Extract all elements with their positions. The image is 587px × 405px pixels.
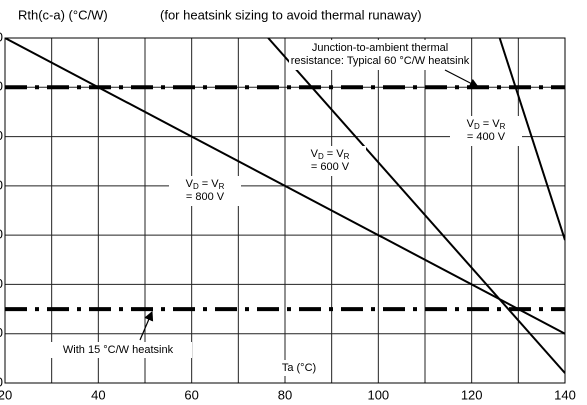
x-tick-label: 20 (0, 387, 12, 402)
annotation: VD = VR (186, 178, 225, 191)
y-tick-label: 40 (0, 177, 3, 192)
annotation: VD = VR (311, 148, 350, 161)
arrow (444, 69, 480, 88)
curve (267, 38, 565, 374)
plot-frame (4, 37, 566, 384)
x-axis-label: Ta (°C) (282, 362, 316, 374)
y-tick-label: 50 (0, 128, 3, 143)
annotation: = 800 V (186, 191, 225, 203)
annotation-part: R (344, 152, 350, 161)
x-tick-label: 140 (554, 387, 576, 402)
x-tick-label: 80 (278, 387, 292, 402)
annotation: With 15 °C/W heatsink (63, 344, 174, 356)
annotation: = 400 V (467, 131, 506, 143)
y-tick-label: 0 (0, 374, 3, 389)
annotation-part: = V (480, 118, 501, 130)
annotation-part: V (467, 118, 475, 130)
x-tick-label: 120 (461, 387, 483, 402)
annotation-part: D (474, 122, 480, 131)
label-bg (289, 40, 471, 70)
label-bg (268, 360, 330, 376)
annotation: = 600 V (311, 161, 350, 173)
annotation: Junction-to-ambient thermal (312, 42, 448, 54)
annotation-part: D (193, 182, 199, 191)
y-tick-label: 60 (0, 79, 3, 94)
x-tick-label: 40 (91, 387, 105, 402)
annotation: resistance: Typical 60 °C/W heatsink (291, 55, 470, 67)
annotation: VD = VR (467, 118, 506, 131)
label-bg (169, 176, 241, 206)
y-tick-label: 70 (0, 29, 3, 44)
arrow (139, 310, 154, 341)
annotation-part: V (311, 148, 319, 160)
x-tick-label: 60 (184, 387, 198, 402)
annotation-part: = V (324, 148, 345, 160)
chart-title: Rth(c-a) (°C/W) (18, 7, 108, 22)
label-bg (450, 116, 522, 146)
chart-subtitle: (for heatsink sizing to avoid thermal ru… (160, 7, 422, 22)
annotation-part: V (186, 178, 194, 190)
y-tick-label: 30 (0, 227, 3, 242)
annotation-part: = V (199, 178, 220, 190)
annotation-part: D (318, 152, 324, 161)
curve (498, 38, 565, 241)
label-bg (294, 146, 366, 176)
y-tick-label: 10 (0, 325, 3, 340)
annotation-part: R (219, 182, 225, 191)
label-bg (44, 342, 192, 358)
x-tick-label: 100 (367, 387, 389, 402)
annotation-part: R (500, 122, 506, 131)
y-tick-label: 20 (0, 276, 3, 291)
